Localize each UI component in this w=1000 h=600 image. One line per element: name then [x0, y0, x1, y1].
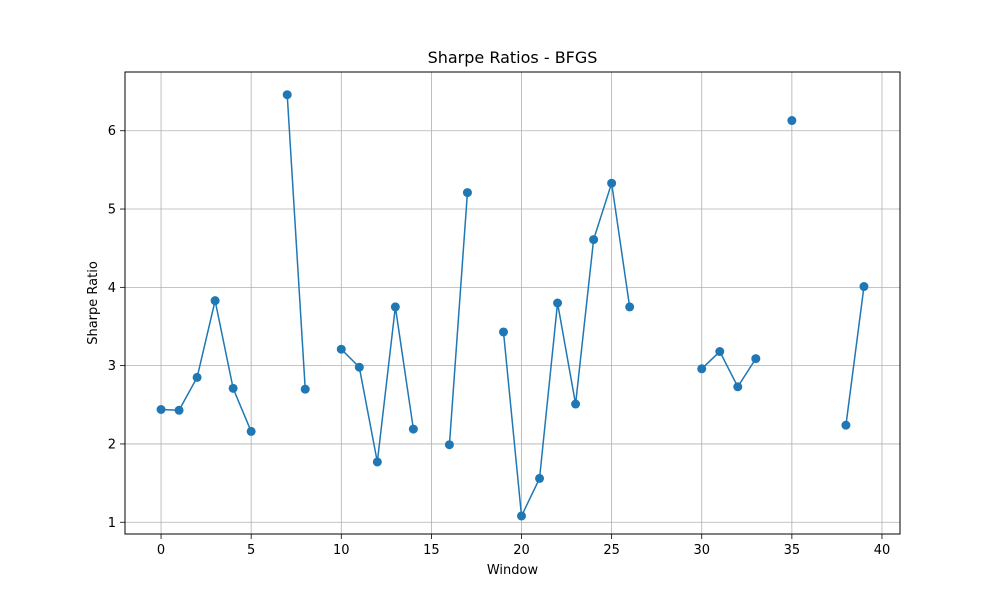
- series-line-segment: [845, 286, 865, 426]
- data-point: [282, 90, 292, 100]
- x-tick-label: 40: [874, 543, 891, 558]
- data-point: [751, 354, 761, 364]
- x-tick-label: 15: [423, 543, 440, 558]
- data-point: [733, 382, 743, 392]
- data-point: [192, 372, 202, 382]
- x-tick-label: 0: [157, 543, 165, 558]
- data-point: [372, 457, 382, 467]
- data-point: [498, 327, 508, 337]
- data-point: [589, 235, 599, 245]
- series-line-segment: [502, 182, 631, 519]
- data-point: [607, 178, 617, 188]
- data-point: [174, 405, 184, 415]
- x-tick-label: 30: [693, 543, 710, 558]
- y-tick-label: 4: [108, 281, 116, 296]
- plot-frame: [124, 71, 901, 535]
- series-line-segment: [701, 350, 757, 389]
- data-point: [553, 298, 563, 308]
- data-point: [228, 383, 238, 393]
- y-tick-label: 2: [108, 437, 116, 452]
- y-tick-label: 5: [108, 203, 116, 218]
- x-axis-label: Window: [487, 563, 539, 578]
- x-tick-label: 35: [784, 543, 801, 558]
- y-tick-label: 1: [108, 516, 116, 531]
- data-point: [715, 347, 725, 357]
- data-point: [354, 362, 364, 372]
- data-point: [408, 424, 418, 434]
- series-layer: [156, 90, 869, 521]
- data-point: [336, 344, 346, 354]
- data-point: [517, 511, 527, 521]
- y-tick-label: 3: [108, 359, 116, 374]
- data-point: [697, 364, 707, 374]
- data-point: [571, 399, 581, 409]
- data-point: [462, 188, 472, 198]
- data-point: [625, 302, 635, 312]
- data-point: [535, 473, 545, 483]
- y-tick-label: 6: [108, 124, 116, 139]
- data-point: [444, 440, 454, 450]
- data-point: [859, 282, 869, 292]
- data-point: [246, 426, 256, 436]
- data-point: [300, 384, 310, 394]
- data-point: [156, 404, 166, 414]
- data-point: [841, 420, 851, 430]
- y-axis-label: Sharpe Ratio: [86, 261, 101, 345]
- grid: [125, 72, 900, 534]
- data-point: [210, 296, 220, 306]
- x-tick-label: 10: [333, 543, 350, 558]
- x-tick-label: 25: [603, 543, 620, 558]
- x-tick-label: 20: [513, 543, 530, 558]
- chart-title: Sharpe Ratios - BFGS: [428, 48, 598, 67]
- x-tick-label: 5: [247, 543, 255, 558]
- series-line-segment: [448, 192, 469, 445]
- data-point: [390, 302, 400, 312]
- series-line-segment: [340, 306, 415, 463]
- series-line-segment: [286, 94, 306, 390]
- axis-ticks: 0 5 10 15 20 25 30 35 40 1 2 3 4 5 6: [108, 124, 891, 558]
- data-point: [787, 116, 797, 126]
